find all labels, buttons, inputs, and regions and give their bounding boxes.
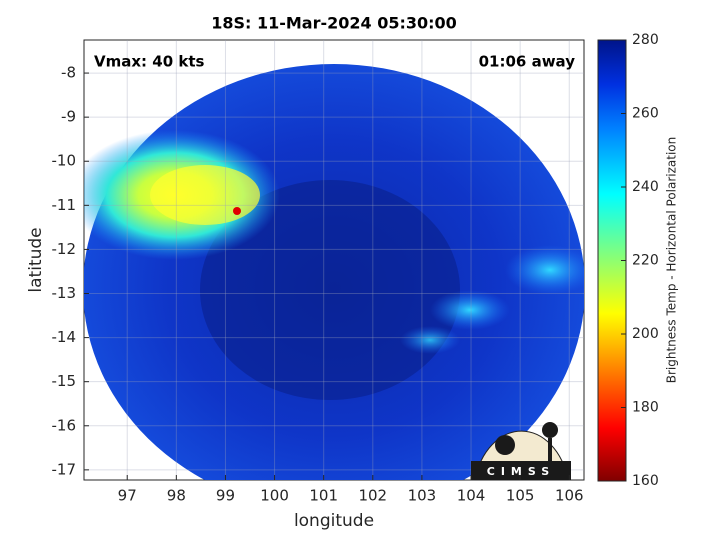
colorbar-label: Brightness Temp - Horizontal Polarizatio… (665, 137, 679, 384)
x-tick-label: 106 (555, 487, 584, 505)
cimss-logo: CIMSS (471, 422, 571, 481)
y-tick-label: -11 (52, 196, 77, 214)
chart-title: 18S: 11-Mar-2024 05:30:00 (211, 14, 457, 33)
y-tick-label: -9 (61, 108, 76, 126)
colorbar-tick-label: 180 (632, 400, 659, 416)
annotation: 01:06 away (479, 53, 576, 71)
x-tick-label: 104 (457, 487, 486, 505)
colorbar-tick-label: 280 (632, 32, 659, 48)
y-tick-label: -16 (52, 416, 77, 434)
colorbar-tick-label: 160 (632, 473, 659, 489)
grid (84, 40, 584, 480)
y-tick-label: -17 (52, 460, 77, 478)
x-tick-label: 97 (118, 487, 137, 505)
logo-text: CIMSS (487, 465, 555, 478)
y-tick-label: -8 (61, 64, 76, 82)
x-tick-label: 98 (167, 487, 186, 505)
y-tick-label: -12 (52, 240, 77, 258)
y-axis-label: latitude (26, 227, 46, 292)
x-tick-label: 99 (216, 487, 235, 505)
x-tick-label: 100 (260, 487, 289, 505)
x-tick-label: 102 (358, 487, 387, 505)
colorbar-tick-label: 220 (632, 253, 659, 269)
y-tick-label: -13 (52, 284, 77, 302)
y-tick-label: -14 (52, 328, 77, 346)
x-tick-label: 103 (408, 487, 437, 505)
satellite-image (84, 64, 584, 480)
x-axis-label: longitude (294, 511, 374, 531)
colorbar-tick-label: 240 (632, 179, 659, 195)
annotation: Vmax: 40 kts (94, 53, 204, 71)
x-tick-label: 105 (506, 487, 535, 505)
y-tick-label: -15 (52, 372, 77, 390)
colorbar-tick-label: 200 (632, 326, 659, 342)
colorbar-tick-label: 260 (632, 106, 659, 122)
y-tick-label: -10 (52, 152, 77, 170)
x-tick-label: 101 (309, 487, 338, 505)
